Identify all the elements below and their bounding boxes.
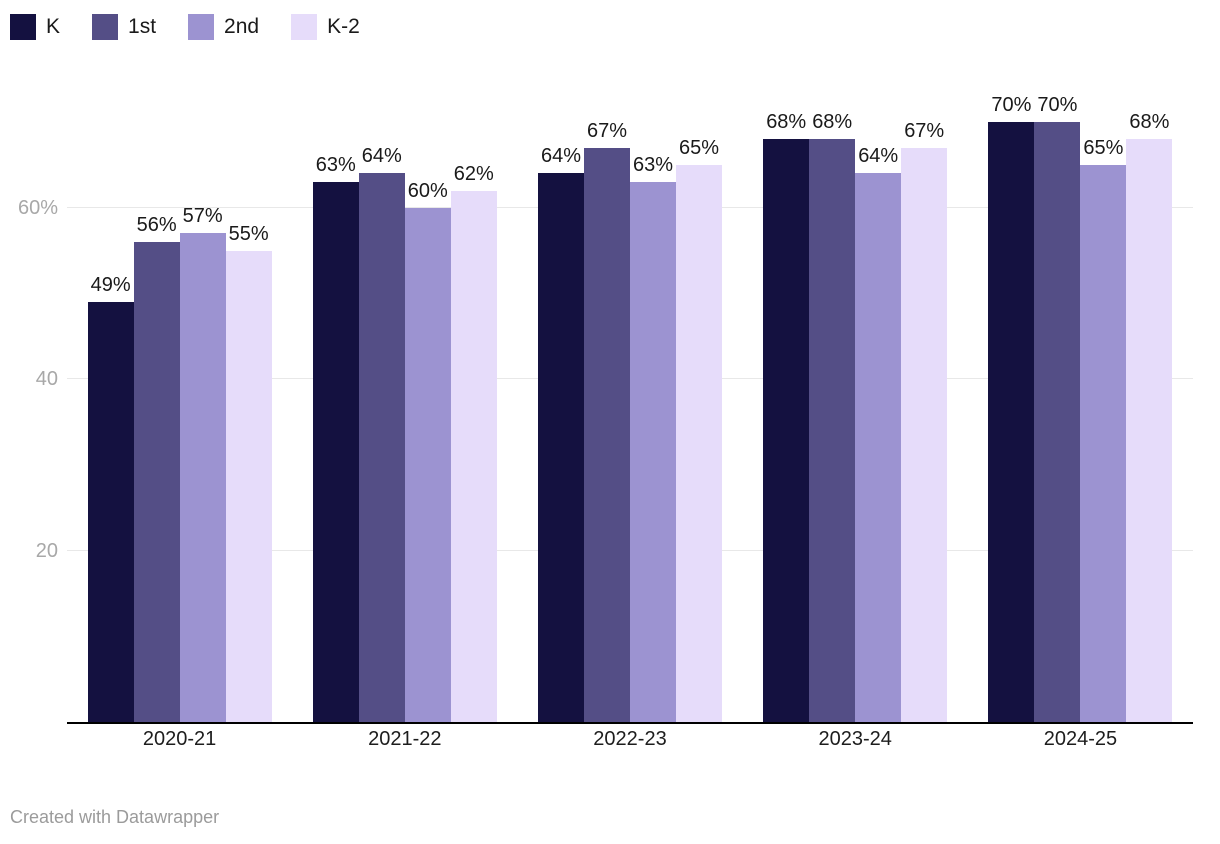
bar-value-label: 68% — [812, 111, 853, 134]
legend-label: K — [46, 15, 61, 38]
bar-group-2023-24: 68% 68% 64% 67% — [743, 111, 968, 722]
bar-2nd-2022-23: 63% — [630, 154, 676, 722]
bar-value-label: 64% — [858, 145, 899, 168]
bar-value-label: 60% — [407, 179, 448, 202]
bar-k-2-2023-24: 67% — [901, 120, 948, 722]
bar-value-label: 65% — [678, 136, 720, 159]
bar-value-label: 70% — [1037, 94, 1078, 116]
bar-value-label: 64% — [540, 145, 582, 168]
x-axis-labels: 2020-21 2021-22 2022-23 2023-24 2024-25 — [67, 728, 1193, 751]
y-axis-tick-label: 60% — [17, 196, 58, 219]
bar-k-2-2020-21: 55% — [225, 223, 272, 722]
bar-1st-2024-25: 70% — [1034, 94, 1081, 722]
bar-value-label: 65% — [1083, 136, 1124, 159]
bar-value-label: 63% — [315, 154, 356, 176]
legend-swatch-icon — [291, 14, 318, 40]
x-axis-label-2021-22: 2021-22 — [368, 728, 442, 750]
plot-area: 49% 56% 57% 55% 63% 64% 60% 62% 64% 67% 63% 65% 68% 6… — [67, 94, 1193, 724]
bar-value-label: 57% — [182, 205, 223, 228]
bar-value-label: 63% — [632, 154, 674, 176]
bar-value-label: 67% — [904, 119, 945, 142]
bar-1st-2020-21: 56% — [133, 214, 180, 722]
legend-label: 2nd — [224, 15, 260, 38]
legend-swatch-icon — [10, 14, 36, 40]
bar-1st-2022-23: 67% — [584, 120, 630, 722]
bar-2nd-2021-22: 60% — [404, 180, 451, 722]
bar-2nd-2023-24: 64% — [855, 145, 902, 722]
bar-group-2020-21: 49% 56% 57% 55% — [67, 122, 292, 722]
bar-k-2-2024-25: 68% — [1126, 111, 1173, 722]
y-axis-tick-label: 20 — [35, 539, 58, 562]
bar-k-2020-21: 49% — [87, 274, 134, 722]
bar-value-label: 70% — [991, 94, 1032, 116]
bar-1st-2023-24: 68% — [809, 111, 856, 722]
bar-value-label: 49% — [90, 274, 131, 296]
bar-k-2-2022-23: 65% — [676, 137, 722, 722]
x-axis-label-2022-23: 2022-23 — [593, 728, 667, 750]
x-axis-label-2023-24: 2023-24 — [818, 728, 892, 750]
x-axis-label-2020-21: 2020-21 — [142, 728, 217, 750]
bar-value-label: 68% — [1129, 111, 1170, 134]
legend-item-k: K — [10, 14, 60, 40]
bar-group-2024-25: 70% 70% 65% 68% — [968, 94, 1193, 722]
legend-label: 1st — [128, 15, 157, 38]
bar-value-label: 62% — [453, 162, 494, 185]
legend-item-k-2: K-2 — [291, 14, 360, 40]
bar-k-2022-23: 64% — [538, 145, 584, 722]
legend: K 1st 2nd K-2 — [10, 14, 392, 40]
bar-k-2-2021-22: 62% — [450, 163, 497, 722]
legend-swatch-icon — [92, 14, 119, 40]
bar-value-label: 67% — [586, 119, 628, 142]
bar-2nd-2020-21: 57% — [179, 205, 226, 722]
bar-k-2023-24: 68% — [763, 111, 810, 722]
y-axis-tick-label: 40 — [35, 368, 58, 391]
attribution-credit: Created with Datawrapper — [10, 807, 220, 827]
bar-group-2021-22: 63% 64% 60% 62% — [292, 122, 517, 722]
legend-item-1st: 1st — [92, 14, 156, 40]
bar-value-label: 55% — [228, 222, 269, 245]
bar-k-2021-22: 63% — [312, 154, 359, 722]
bar-value-label: 56% — [136, 214, 177, 236]
legend-label: K-2 — [327, 15, 360, 38]
bar-1st-2021-22: 64% — [358, 145, 405, 722]
bar-value-label: 68% — [766, 111, 807, 134]
bar-2nd-2024-25: 65% — [1080, 137, 1127, 722]
bar-group-2022-23: 64% 67% 63% 65% — [517, 120, 742, 722]
legend-item-2nd: 2nd — [188, 14, 259, 40]
legend-swatch-icon — [188, 14, 215, 40]
bar-value-label: 64% — [361, 145, 402, 168]
x-axis-label-2024-25: 2024-25 — [1043, 728, 1118, 750]
bar-k-2024-25: 70% — [988, 94, 1035, 722]
